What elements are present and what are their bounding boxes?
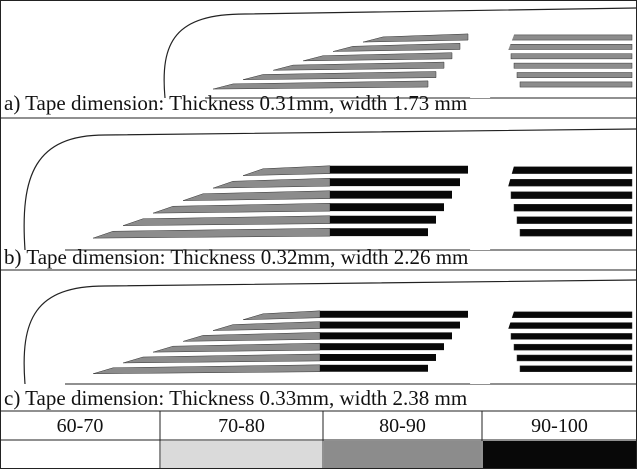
stripe: [511, 54, 632, 59]
gap: [470, 308, 515, 384]
stripe: [320, 332, 452, 339]
stripe: [320, 365, 428, 372]
caption: a) Tape dimension: Thickness 0.31mm, wid…: [4, 91, 467, 115]
stripe: [213, 81, 428, 89]
stripe: [93, 228, 330, 238]
stripe: [213, 322, 320, 331]
stripe: [505, 312, 632, 318]
stripe: [303, 53, 452, 61]
stripe: [517, 73, 632, 78]
stripe: [505, 167, 632, 174]
caption: c) Tape dimension: Thickness 0.33mm, wid…: [4, 386, 467, 410]
gap: [470, 163, 515, 251]
stripe: [514, 63, 632, 68]
stripe: [505, 35, 632, 40]
legend-swatch: [483, 441, 636, 468]
stripe: [320, 343, 444, 350]
caption: b) Tape dimension: Thickness 0.32mm, wid…: [4, 245, 468, 269]
stripe: [243, 72, 436, 80]
stripe: [333, 43, 460, 51]
stripe: [320, 322, 460, 329]
legend-swatch: [161, 441, 322, 468]
legend-label: 90-100: [531, 415, 588, 437]
stripe: [511, 192, 632, 199]
stripe: [123, 216, 330, 226]
legend-swatch: [324, 441, 481, 468]
stripe: [330, 178, 460, 186]
stripe: [508, 179, 632, 186]
stripe: [517, 355, 632, 361]
stripe: [330, 228, 428, 236]
stripe: [520, 366, 632, 372]
legend-label: 80-90: [379, 415, 426, 437]
stripe: [183, 191, 330, 201]
legend-swatch: [1, 441, 159, 468]
stripe: [514, 344, 632, 350]
stripe: [243, 311, 320, 320]
stripe: [511, 333, 632, 339]
stripe: [213, 178, 330, 188]
stripe: [93, 365, 320, 374]
stripe: [153, 203, 330, 213]
stripe: [330, 166, 468, 174]
legend-label: 70-80: [218, 415, 265, 437]
stripe: [123, 354, 320, 363]
stripe: [273, 62, 444, 70]
legend-label: 60-70: [57, 415, 104, 437]
stripe: [153, 343, 320, 352]
stripe: [183, 332, 320, 341]
stripe: [520, 229, 632, 236]
figure: a) Tape dimension: Thickness 0.31mm, wid…: [0, 0, 637, 469]
stripe: [320, 311, 468, 318]
stripe: [330, 191, 452, 199]
stripe: [508, 323, 632, 329]
stripe: [517, 217, 632, 224]
stripe: [514, 204, 632, 211]
stripe: [520, 82, 632, 87]
gap: [470, 32, 515, 98]
stripe: [508, 44, 632, 49]
stripe: [320, 354, 436, 361]
stripe: [330, 203, 444, 211]
stripe: [330, 216, 436, 224]
stripe: [243, 166, 330, 176]
stripe: [363, 34, 468, 42]
